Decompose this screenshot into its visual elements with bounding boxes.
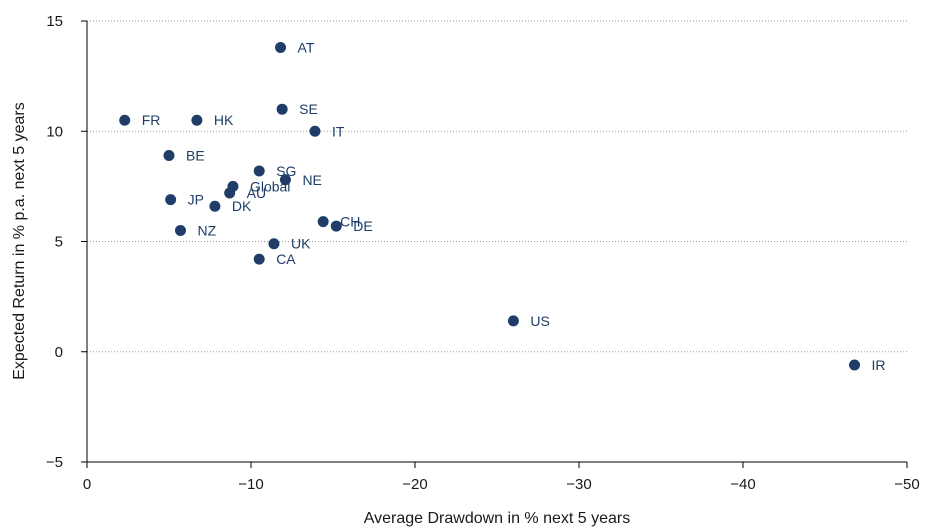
x-tick-label: −30 [566,476,591,493]
point-label: CH [340,214,360,230]
data-point [253,165,265,177]
point-label: IT [332,123,345,139]
point-label: SE [299,101,318,117]
x-tick-label: −50 [894,476,919,493]
data-point [174,224,186,236]
data-point [209,200,221,212]
data-point [849,359,861,371]
point-label: US [530,313,549,329]
y-tick-label: −5 [46,454,63,471]
y-axis-title: Expected Return in % p.a. next 5 years [11,102,28,379]
x-axis-ticks: 0 −10 −20 −30 −40 −50 [83,462,920,493]
point-label: Global [250,178,290,194]
x-tick-label: 0 [83,476,91,493]
point-label: IR [872,357,886,373]
point-label: DE [353,218,372,234]
y-tick-label: 0 [55,344,63,361]
point-label: BE [186,148,205,164]
y-tick-label: 15 [46,13,63,30]
data-point [119,114,131,126]
data-point [224,187,236,199]
point-label: AU [247,185,266,201]
data-point [279,174,291,186]
x-tick-label: −20 [402,476,427,493]
data-point [275,41,287,53]
point-label: HK [214,112,234,128]
point-label: CA [276,251,296,267]
data-point [330,220,342,232]
point-label: NE [302,172,321,188]
data-point [268,238,280,250]
x-tick-label: −10 [238,476,263,493]
data-point [253,253,265,265]
point-label: UK [291,236,311,252]
y-tick-label: 10 [46,123,63,140]
point-label: AT [298,39,315,55]
data-point [309,125,321,137]
x-tick-label: −40 [730,476,755,493]
data-point [317,216,329,228]
point-label: DK [232,198,252,214]
point-label: NZ [197,222,216,238]
y-tick-label: 5 [55,234,63,251]
point-label: SG [276,163,296,179]
data-point [507,315,519,327]
data-point [276,103,288,115]
data-point [165,194,177,206]
point-label: FR [142,112,161,128]
data-points [119,41,861,371]
data-point [163,150,175,162]
gridlines [87,20,907,353]
x-axis-title: Average Drawdown in % next 5 years [364,510,631,527]
y-axis-ticks: −5 0 5 10 15 [46,13,87,471]
data-point [191,114,203,126]
point-label: JP [188,192,204,208]
